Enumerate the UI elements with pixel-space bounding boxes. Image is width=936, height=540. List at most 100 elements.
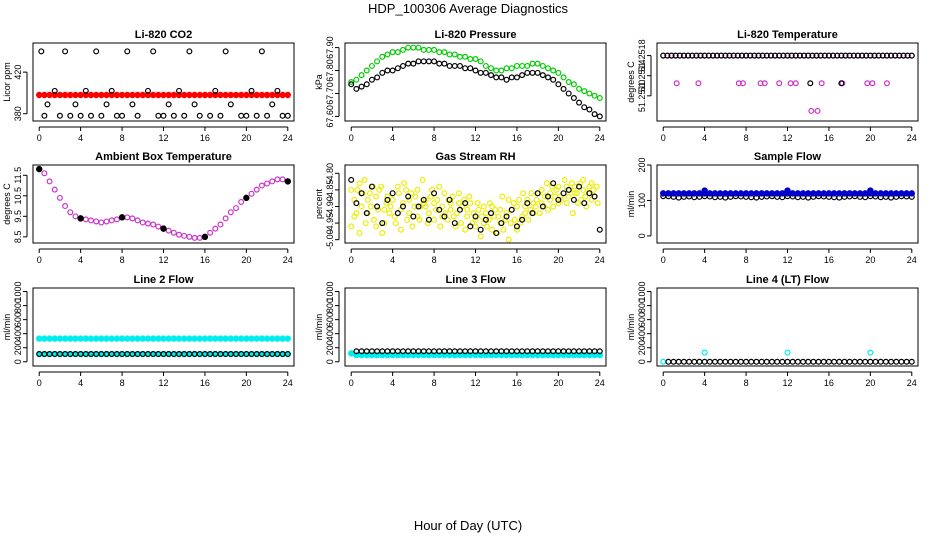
data-point: [543, 180, 550, 187]
data-point: [549, 183, 556, 190]
y-tick-label: 600: [325, 312, 335, 327]
data-point: [888, 52, 895, 59]
data-point: [513, 62, 520, 69]
data-point: [665, 358, 672, 365]
data-point: [869, 80, 876, 87]
data-point: [452, 223, 459, 230]
x-tick-label: 4: [702, 133, 707, 143]
data-point: [691, 190, 698, 197]
y-axis-label: Licor ppm: [2, 62, 12, 102]
data-point: [794, 190, 802, 197]
data-point: [41, 335, 48, 342]
data-point: [374, 203, 381, 210]
x-tick-label: 4: [702, 255, 707, 265]
x-tick-label: 16: [824, 255, 834, 265]
data-point: [160, 335, 167, 342]
y-tick-label: 380: [13, 106, 23, 121]
data-point: [539, 203, 546, 210]
data-point: [716, 190, 724, 197]
data-point: [119, 112, 126, 119]
data-point: [757, 80, 764, 87]
data-point: [353, 200, 360, 207]
data-point: [743, 358, 750, 365]
data-point: [472, 213, 479, 220]
data-point: [519, 216, 526, 223]
data-point: [851, 190, 859, 197]
data-point: [573, 190, 580, 197]
data-point: [72, 213, 79, 220]
x-tick-label: 16: [512, 255, 522, 265]
data-point: [155, 112, 162, 119]
data-point: [422, 203, 429, 210]
data-point: [576, 99, 583, 106]
data-point: [722, 52, 729, 59]
data-point: [124, 335, 131, 342]
data-point: [206, 91, 214, 99]
data-point: [425, 58, 432, 65]
data-point: [98, 112, 105, 119]
data-point: [397, 226, 404, 233]
data-point: [505, 236, 512, 243]
data-point: [726, 52, 733, 59]
data-point: [134, 112, 141, 119]
data-point: [550, 203, 557, 210]
data-point: [660, 358, 667, 365]
data-point: [722, 358, 729, 365]
data-point: [709, 52, 716, 59]
data-point: [447, 206, 454, 213]
data-point: [191, 101, 198, 108]
data-point: [150, 221, 157, 228]
data-point: [358, 190, 365, 197]
y-tick-label: 8.5: [13, 231, 23, 244]
data-point: [596, 348, 603, 355]
data-point: [56, 335, 64, 342]
data-point: [511, 216, 518, 223]
data-point: [555, 183, 562, 190]
data-point: [462, 200, 469, 207]
plot-frame: [32, 287, 295, 367]
data-point: [348, 81, 355, 88]
data-point: [534, 69, 541, 76]
data-point: [544, 206, 551, 213]
data-point: [788, 52, 795, 59]
data-point: [575, 200, 582, 207]
data-point: [238, 198, 245, 205]
y-tick-label: 100: [637, 193, 647, 208]
data-point: [113, 335, 121, 342]
data-point: [467, 65, 474, 72]
y-tick-label: 0: [637, 233, 647, 238]
data-point: [62, 203, 69, 210]
data-point: [404, 216, 411, 223]
data-point: [544, 193, 551, 200]
y-tick-label: 420: [13, 65, 23, 80]
data-point: [437, 223, 444, 230]
data-point: [243, 335, 250, 342]
data-point: [787, 80, 794, 87]
data-point: [544, 65, 551, 72]
data-point: [689, 52, 696, 59]
x-tick-label: 4: [78, 378, 83, 388]
data-point: [227, 91, 235, 99]
data-point: [451, 220, 458, 227]
y-tick-label: 67.60: [325, 105, 335, 128]
data-point: [279, 112, 286, 119]
data-point: [243, 194, 250, 202]
data-point: [488, 72, 495, 79]
data-point: [227, 101, 234, 108]
data-point: [394, 49, 401, 56]
data-point: [118, 214, 126, 221]
data-point: [538, 186, 545, 193]
data-point: [489, 203, 496, 210]
y-tick-label: 800: [637, 298, 647, 313]
data-point: [186, 233, 193, 240]
data-point: [856, 190, 864, 197]
data-point: [363, 67, 370, 74]
data-point: [883, 80, 890, 87]
data-point: [41, 91, 48, 99]
x-tick-label: 12: [470, 255, 480, 265]
data-point: [660, 190, 667, 197]
data-point: [872, 190, 879, 197]
data-point: [801, 52, 808, 59]
data-point: [243, 91, 250, 99]
